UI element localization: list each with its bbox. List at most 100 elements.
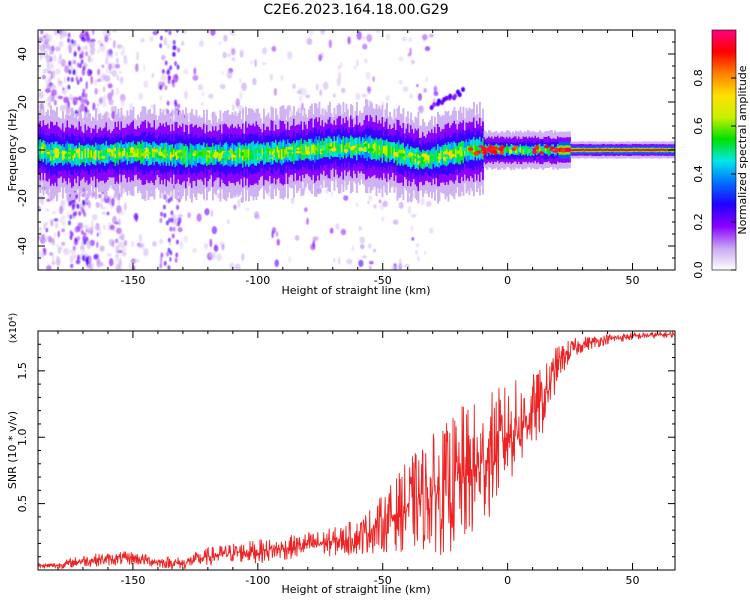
spectral-noise	[109, 194, 112, 203]
spectral-peak	[532, 147, 536, 152]
spectral-peak	[267, 154, 274, 158]
spectral-noise	[417, 93, 422, 101]
spectral-noise	[180, 40, 185, 46]
spectral-cell	[591, 148, 594, 151]
spectral-cell	[201, 149, 204, 158]
spectral-cell	[597, 148, 600, 151]
spectral-noise	[159, 256, 163, 265]
spectral-noise	[38, 230, 43, 240]
spectral-peak	[70, 152, 75, 157]
spectral-noise	[211, 226, 218, 235]
colorbar-tick-label: 0.2	[692, 213, 705, 231]
spectral-peak	[231, 154, 237, 158]
spectral-noise	[391, 265, 397, 270]
spectral-noise	[169, 196, 173, 202]
spectral-cell	[429, 152, 432, 161]
spectral-noise	[111, 69, 118, 78]
spectral-noise	[83, 224, 89, 229]
spectral-cell	[623, 148, 625, 151]
spectral-noise	[49, 51, 54, 55]
spectral-noise	[80, 59, 84, 65]
spectral-cell	[60, 150, 63, 159]
spectral-noise	[299, 94, 302, 102]
spectral-noise	[67, 84, 71, 90]
spectral-cell	[516, 149, 519, 154]
spectral-cell	[44, 144, 46, 153]
spectral-noise	[59, 104, 66, 112]
spectral-peak	[314, 147, 318, 151]
spectral-noise	[104, 57, 109, 65]
spectral-cell	[641, 149, 643, 152]
spectral-peak	[456, 150, 463, 155]
spectral-noise	[83, 232, 87, 238]
spectral-noise	[60, 59, 66, 67]
spectral-noise	[131, 240, 135, 248]
spectral-noise	[134, 214, 139, 223]
spectral-cell	[39, 146, 42, 157]
spectral-cell	[308, 146, 310, 156]
spectral-cell	[659, 148, 661, 151]
spectral-peak	[61, 151, 67, 154]
spectral-cell	[380, 144, 382, 154]
spectral-noise	[118, 241, 124, 248]
spectral-cell	[320, 146, 322, 155]
spectral-cell	[113, 147, 115, 156]
spectral-peak	[363, 143, 368, 147]
spectral-feature	[429, 105, 434, 111]
spectral-cell	[626, 149, 628, 152]
spectral-noise	[322, 81, 329, 90]
spectral-noise	[84, 93, 88, 99]
spectral-cell	[515, 148, 517, 154]
spectral-noise	[187, 212, 191, 219]
spectral-noise	[223, 34, 228, 42]
spectral-cell	[507, 147, 510, 152]
spectral-noise	[90, 38, 96, 42]
spectral-noise	[86, 37, 91, 43]
spectral-cell	[551, 149, 553, 154]
spectral-cell	[155, 150, 157, 159]
spectral-noise	[364, 58, 368, 64]
spectrogram-heatmap	[38, 30, 675, 270]
spectral-cell	[650, 149, 652, 152]
spectral-cell	[92, 148, 94, 158]
spectral-peak	[414, 155, 418, 159]
spectral-peak	[500, 145, 506, 149]
spectral-cell	[96, 149, 99, 158]
spectral-noise	[77, 46, 81, 52]
spectral-noise	[87, 55, 92, 63]
spectral-noise	[365, 71, 371, 80]
spectral-noise	[57, 95, 63, 100]
spectral-cell	[267, 148, 270, 158]
spectral-noise	[39, 52, 43, 61]
spectral-noise	[337, 65, 341, 70]
spectral-noise	[38, 43, 41, 50]
spectral-cell	[89, 151, 91, 161]
spectral-cell	[627, 149, 630, 151]
spectral-noise	[124, 202, 127, 211]
spectral-noise	[70, 39, 74, 45]
spectral-noise	[38, 250, 41, 259]
spectral-cell	[473, 145, 475, 157]
spectral-cell	[618, 149, 621, 152]
spectral-feature	[457, 92, 462, 98]
spectral-noise	[409, 93, 413, 99]
spectral-noise	[50, 219, 54, 227]
spectral-cell	[276, 146, 279, 156]
spectral-cell	[285, 146, 288, 155]
spectral-cell	[665, 149, 667, 152]
spectral-noise	[343, 195, 349, 201]
spectral-cell	[614, 149, 616, 152]
spectral-noise	[85, 51, 89, 57]
spectral-cell	[336, 143, 339, 153]
spectral-cell	[528, 148, 531, 154]
y-tick-label: 0.5	[16, 495, 29, 512]
spectral-cell	[386, 145, 388, 157]
spectral-noise	[306, 217, 309, 225]
spectral-noise	[183, 68, 188, 75]
spectral-noise	[221, 243, 225, 251]
spectral-noise	[172, 51, 176, 57]
colorbar-tick-label: 0.8	[692, 69, 705, 87]
spectral-noise	[159, 84, 163, 90]
spectral-cell	[86, 149, 88, 158]
spectral-cell	[321, 145, 324, 155]
